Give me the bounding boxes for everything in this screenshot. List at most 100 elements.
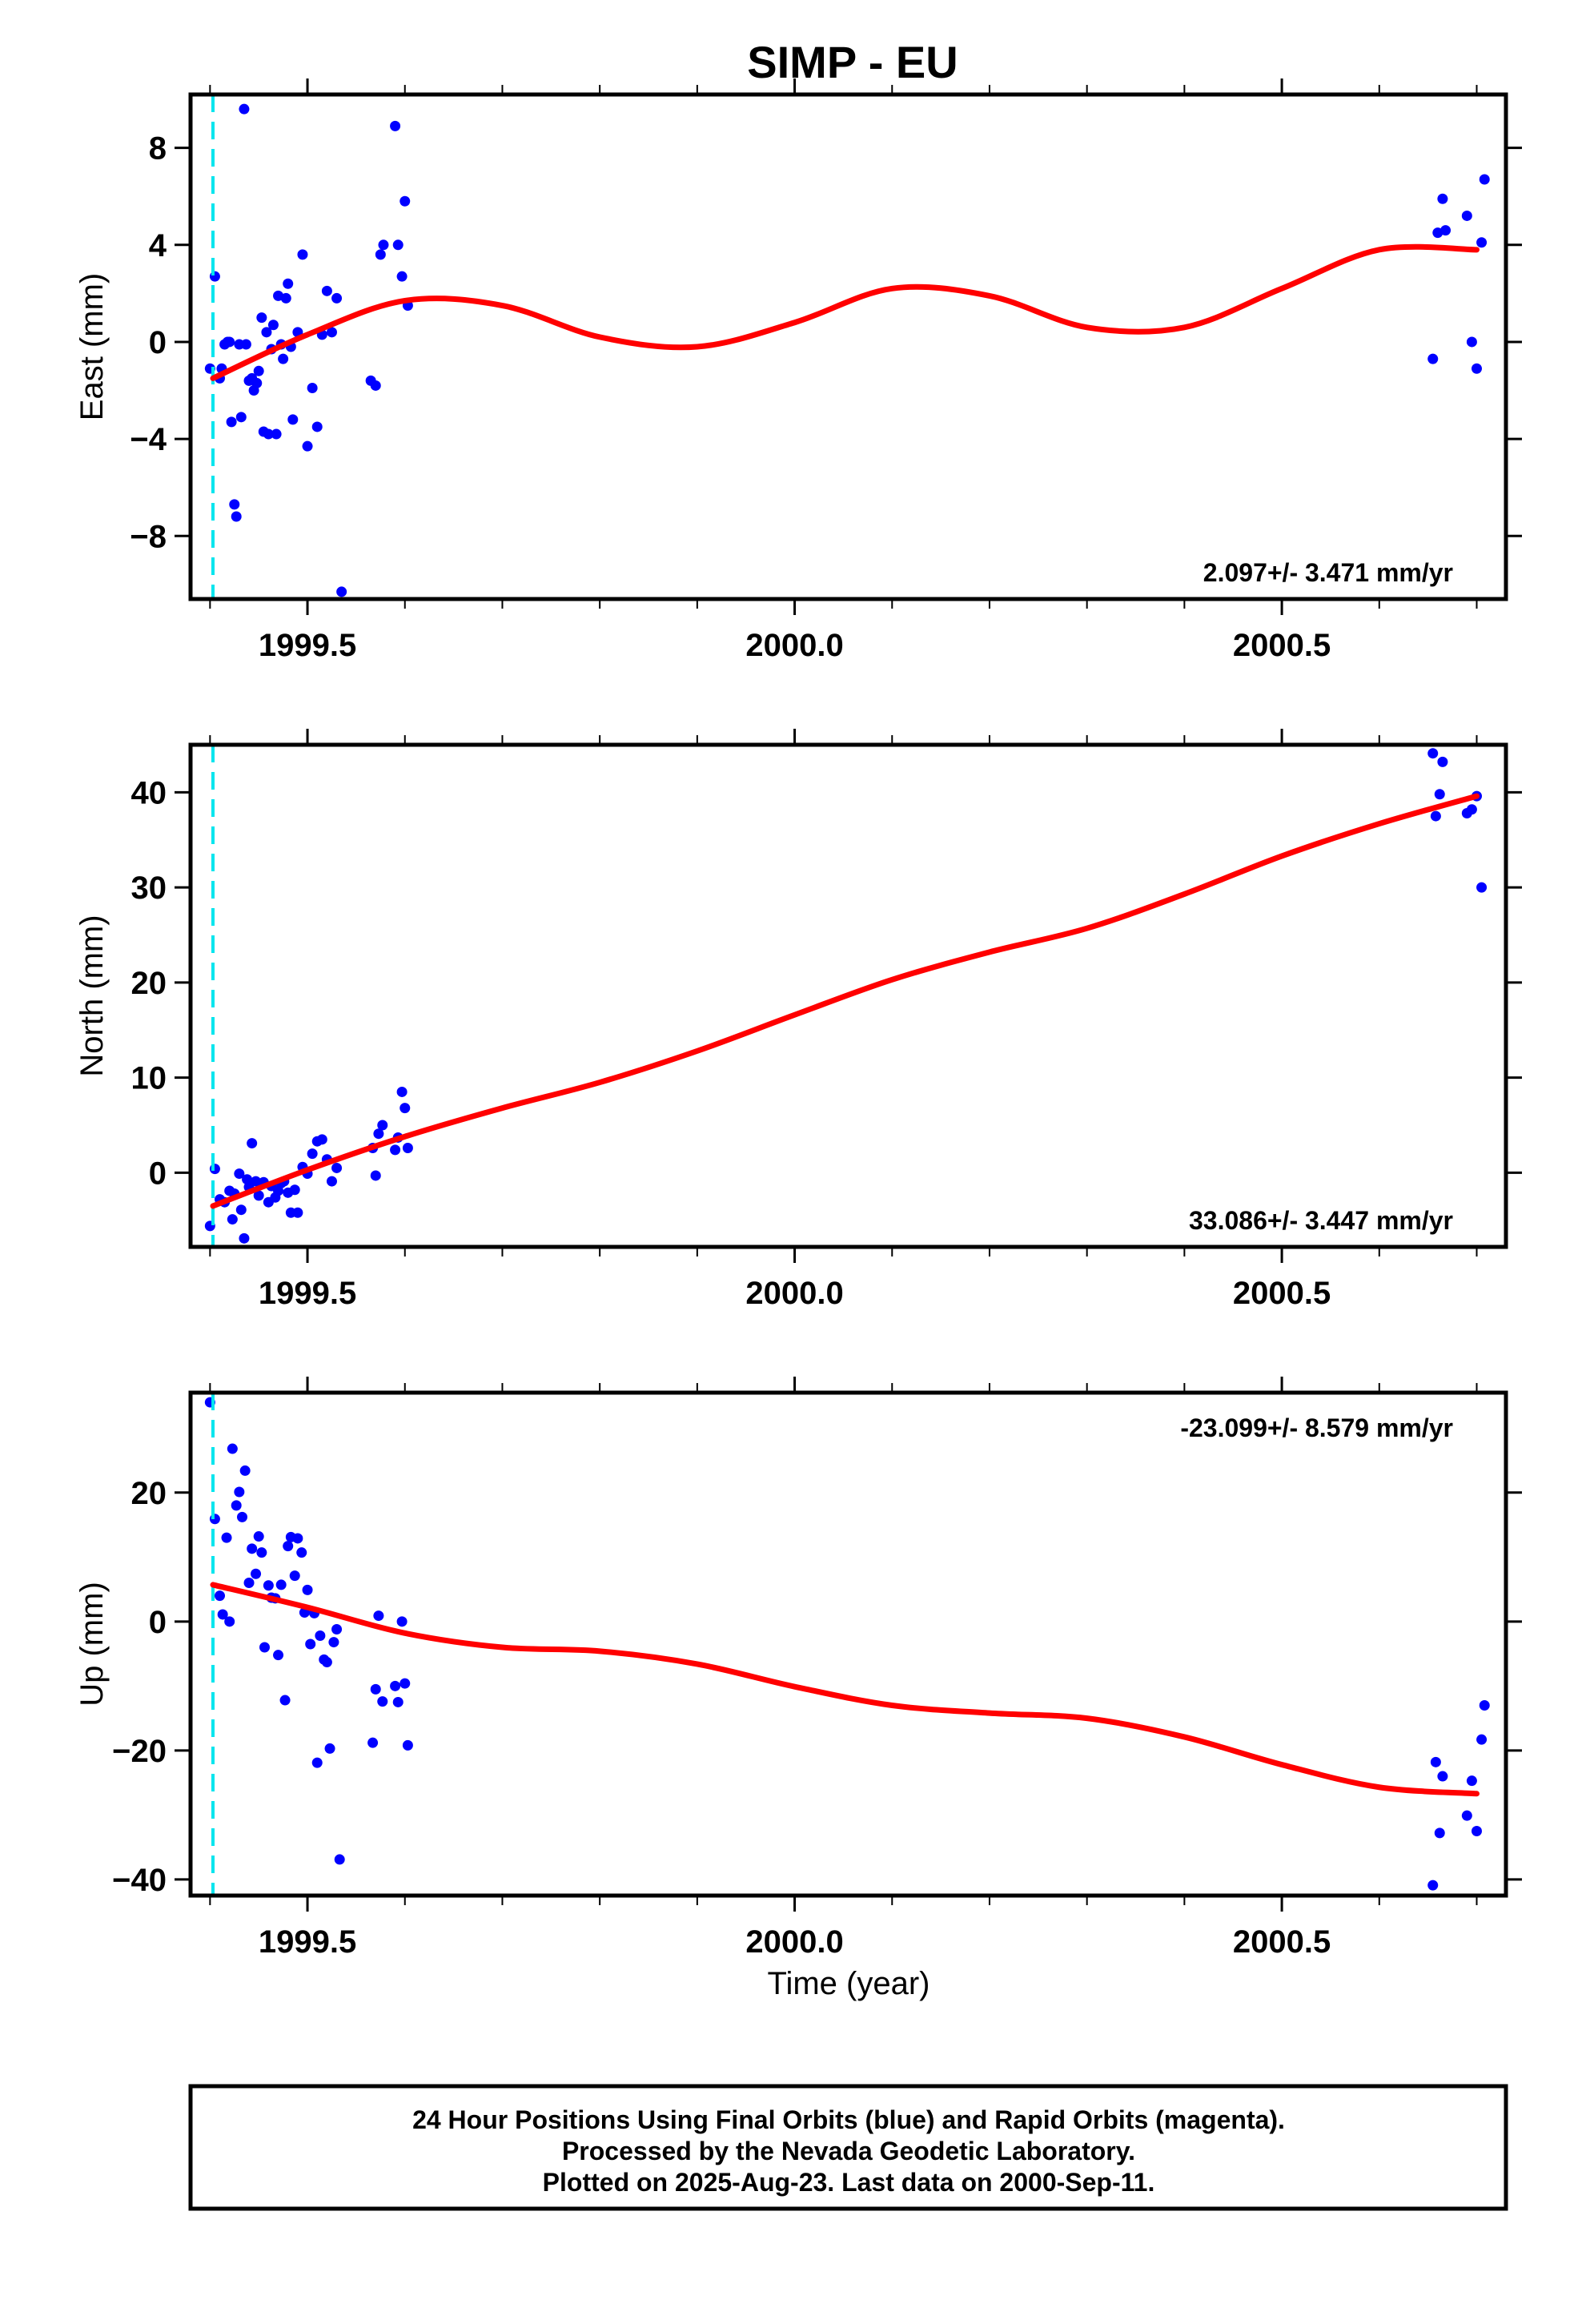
panel-east-plot-area — [204, 94, 1490, 599]
panel-up-data-point — [259, 1642, 270, 1653]
panel-up-data-point — [302, 1584, 313, 1595]
panel-up-data-point — [321, 1657, 332, 1668]
panel-east-data-point — [297, 249, 308, 260]
panel-north-data-point — [239, 1232, 250, 1244]
panel-up-fit-curve — [210, 1582, 1480, 1797]
panel-east-data-point — [1479, 174, 1490, 185]
panel-up-data-point — [370, 1683, 381, 1695]
panel-up-y-tick-label: −20 — [112, 1734, 167, 1769]
panel-up-x-tick-label: 2000.0 — [745, 1924, 843, 1960]
panel-north-data-point — [227, 1214, 238, 1225]
panel-up-data-point — [283, 1541, 294, 1552]
panel-east-data-point — [1427, 353, 1439, 364]
panel-east-data-point — [378, 239, 389, 251]
panel-east-x-tick-label: 2000.5 — [1233, 628, 1331, 663]
panel-up-x-tick-label: 2000.5 — [1233, 1924, 1331, 1960]
panel-east-data-point — [326, 327, 337, 338]
x-axis-label: Time (year) — [768, 1966, 930, 2001]
footer-line-3: Plotted on 2025-Aug-23. Last data on 200… — [543, 2168, 1155, 2197]
panel-up-data-point — [279, 1695, 291, 1706]
panel-north-data-point — [390, 1144, 401, 1156]
panel-up-data-point — [234, 1486, 245, 1498]
panel-east-data-point — [396, 271, 408, 282]
panel-up-data-point — [396, 1616, 408, 1627]
panel-north-data-point — [316, 1134, 327, 1145]
panel-up-data-point — [1430, 1756, 1441, 1767]
panel-north-data-point — [1466, 804, 1477, 815]
panel-up-data-point — [1461, 1810, 1472, 1821]
panel-up-x-tick-label: 1999.5 — [259, 1924, 356, 1960]
panel-east-data-point — [375, 249, 386, 260]
panel-up-data-point — [217, 1609, 228, 1620]
panel-up-data-point — [292, 1533, 303, 1544]
panel-east-x-tick-label: 2000.0 — [745, 628, 843, 663]
panel-up-data-point — [334, 1854, 345, 1865]
panel-north-data-point — [253, 1190, 264, 1201]
panel-east-data-point — [239, 103, 250, 115]
panel-north-y-tick-label: 10 — [131, 1061, 167, 1096]
panel-up-data-point — [1479, 1699, 1490, 1711]
panel-up-data-point — [273, 1650, 284, 1661]
panel-east-data-point — [307, 382, 318, 393]
panel-north-data-point — [307, 1148, 318, 1160]
panel-east-data-point — [256, 312, 267, 324]
panel-up-data-point — [209, 1514, 220, 1525]
panel-north-y-tick-label: 30 — [131, 870, 167, 906]
panel-east-data-point — [226, 416, 237, 428]
panel-up-plot-area — [204, 1393, 1490, 1896]
panel-up-data-point — [263, 1580, 274, 1591]
panel-north-data-point — [373, 1128, 384, 1140]
panel-east-data-point — [311, 421, 323, 432]
panel-north-y-axis-label: North (mm) — [74, 915, 110, 1076]
panel-up-y-axis-label: Up (mm) — [74, 1582, 110, 1707]
panel-east: 1999.5 2000.0 2000.5 8 4 0 −4 −8 East (mm) 2.097+… — [74, 78, 1522, 663]
panel-north-data-point — [247, 1138, 258, 1149]
panel-east-data-point — [280, 292, 291, 304]
panel-east-data-point — [400, 195, 411, 207]
panel-up-data-point — [253, 1531, 264, 1542]
panel-up-data-point — [377, 1696, 388, 1707]
footer-frame — [188, 2084, 1508, 2211]
panel-up-data-point — [1427, 1880, 1439, 1891]
panel-east-data-point — [283, 278, 294, 289]
panel-north-rate-label: 33.086+/- 3.447 mm/yr — [1189, 1206, 1453, 1235]
panel-up-data-point — [1476, 1734, 1488, 1745]
panel-east-data-point — [287, 414, 299, 425]
panel-up-data-point — [392, 1696, 404, 1707]
panel-up-data-point — [305, 1638, 316, 1650]
panel-up-data-point — [324, 1743, 335, 1754]
panel-up-data-point — [215, 1590, 226, 1602]
panel-up-data-point — [311, 1757, 323, 1768]
panel-up-data-point — [1466, 1775, 1477, 1787]
panel-up-data-point — [224, 1616, 235, 1627]
panel-up-data-point — [239, 1465, 251, 1476]
panel-north-data-point — [235, 1204, 247, 1216]
panel-east-rate-label: 2.097+/- 3.471 mm/yr — [1203, 558, 1453, 587]
panel-east-data-point — [251, 377, 263, 388]
panel-north-x-tick-label: 2000.5 — [1233, 1276, 1331, 1311]
panel-up-frame — [188, 1390, 1508, 1898]
panel-east-data-point — [336, 586, 347, 597]
panel-north-data-point — [1430, 810, 1441, 822]
panel-up-data-point — [289, 1570, 300, 1582]
panel-east-data-point — [261, 327, 272, 338]
panel-up-data-point — [315, 1630, 326, 1642]
panel-north-data-point — [1434, 789, 1445, 800]
panel-up-y-tick-label: −40 — [112, 1863, 167, 1898]
panel-north-data-point — [209, 1164, 220, 1175]
panel-up-data-point — [275, 1579, 287, 1590]
panel-east-data-point — [1437, 193, 1448, 204]
panel-up: 1999.5 2000.0 2000.5 20 0 −20 −40 Up (mm) -23.09… — [74, 1377, 1522, 1960]
panel-up-data-point — [367, 1737, 379, 1748]
panel-up-data-point — [328, 1637, 339, 1648]
panel-east-data-point — [302, 440, 313, 452]
panel-north-plot-area — [204, 745, 1488, 1247]
panel-east-data-point — [278, 353, 289, 364]
panel-north-y-tick-label: 20 — [131, 966, 167, 1001]
panel-north-data-point — [1427, 748, 1439, 759]
panel-east-y-tick-label: −8 — [130, 519, 167, 554]
panel-north-data-point — [251, 1176, 262, 1187]
panel-up-data-point — [400, 1678, 411, 1689]
panel-up-data-point — [390, 1680, 401, 1691]
